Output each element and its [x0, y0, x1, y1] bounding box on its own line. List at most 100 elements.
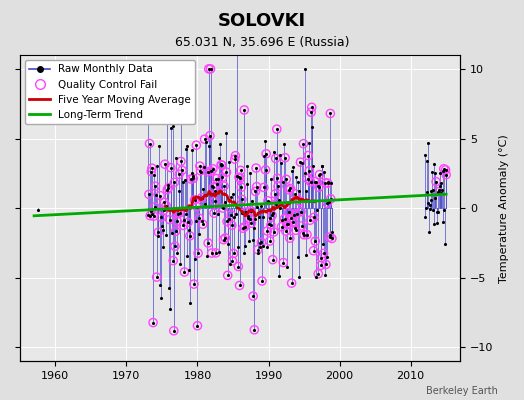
Point [223, 218, 231, 225]
Point [235, 282, 244, 289]
Point [299, 230, 307, 236]
Point [436, 180, 445, 186]
Point [166, 216, 174, 223]
Point [300, 170, 309, 177]
Point [216, 161, 225, 167]
Point [230, 250, 238, 257]
Point [153, 162, 161, 169]
Point [236, 167, 245, 174]
Point [301, 66, 309, 72]
Point [263, 228, 271, 234]
Point [256, 244, 265, 250]
Point [328, 235, 336, 242]
Point [223, 272, 232, 278]
Point [292, 174, 301, 180]
Point [209, 166, 217, 172]
Point [149, 319, 157, 326]
Point [296, 159, 304, 165]
Point [274, 183, 282, 190]
Point [326, 196, 335, 202]
Point [252, 188, 260, 195]
Point [221, 235, 230, 241]
Point [147, 168, 156, 175]
Point [302, 252, 310, 258]
Point [324, 179, 333, 185]
Point [309, 248, 318, 254]
Point [308, 124, 316, 130]
Point [236, 167, 245, 174]
Point [186, 300, 194, 306]
Point [175, 171, 183, 177]
Point [154, 229, 162, 235]
Point [148, 165, 156, 171]
Point [267, 222, 275, 228]
Point [257, 239, 266, 246]
Point [160, 199, 169, 206]
Point [434, 189, 443, 195]
Point [169, 258, 178, 264]
Point [264, 198, 272, 204]
Point [169, 258, 178, 264]
Point [260, 153, 269, 160]
Point [193, 322, 202, 329]
Point [147, 208, 155, 215]
Text: SOLOVKI: SOLOVKI [218, 12, 306, 30]
Point [159, 207, 168, 214]
Point [34, 207, 42, 214]
Point [239, 225, 247, 232]
Point [197, 169, 205, 175]
Point [181, 176, 189, 183]
Point [320, 250, 328, 257]
Point [215, 249, 224, 255]
Point [437, 190, 445, 196]
Point [190, 281, 198, 287]
Point [220, 236, 228, 243]
Point [187, 176, 195, 182]
Point [286, 185, 294, 192]
Point [323, 180, 332, 186]
Point [254, 246, 262, 253]
Point [172, 154, 180, 161]
Point [268, 212, 276, 219]
Legend: Raw Monthly Data, Quality Control Fail, Five Year Moving Average, Long-Term Tren: Raw Monthly Data, Quality Control Fail, … [25, 60, 195, 124]
Point [176, 210, 184, 216]
Point [265, 199, 274, 206]
Point [149, 213, 158, 220]
Point [317, 254, 325, 261]
Point [162, 202, 170, 209]
Point [185, 233, 194, 239]
Point [429, 186, 438, 193]
Point [312, 274, 321, 280]
Point [170, 179, 179, 186]
Point [257, 239, 266, 246]
Point [311, 178, 319, 185]
Point [210, 210, 218, 216]
Point [291, 191, 299, 197]
Point [302, 187, 311, 194]
Point [261, 167, 270, 173]
Point [280, 216, 289, 222]
Point [325, 198, 333, 205]
Point [272, 201, 280, 207]
Point [243, 181, 251, 188]
Point [171, 243, 179, 250]
Point [190, 197, 199, 203]
Point [157, 214, 166, 220]
Point [230, 250, 238, 257]
Point [189, 175, 198, 182]
Point [290, 225, 299, 231]
Point [440, 206, 449, 213]
Point [264, 198, 272, 204]
Point [145, 140, 154, 147]
Point [273, 175, 281, 182]
Point [328, 235, 336, 242]
Point [268, 256, 277, 263]
Point [311, 178, 319, 185]
Point [177, 72, 185, 78]
Point [163, 186, 171, 193]
Point [442, 172, 450, 178]
Point [244, 213, 253, 219]
Point [215, 154, 223, 161]
Point [439, 218, 447, 225]
Point [151, 204, 159, 210]
